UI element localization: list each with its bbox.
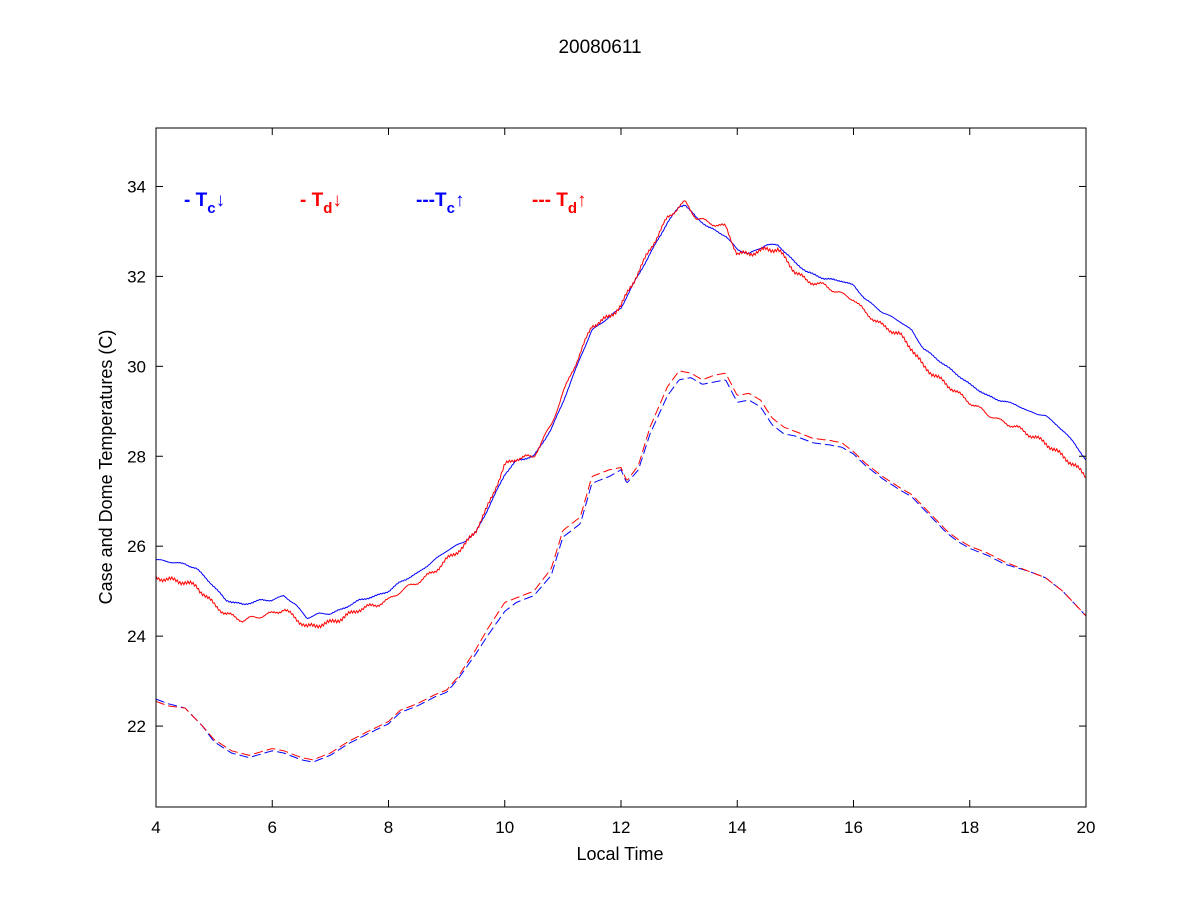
y-tick-label: 24 bbox=[127, 627, 146, 646]
plot-lines bbox=[155, 200, 1087, 763]
y-tick-label: 34 bbox=[127, 177, 146, 196]
x-tick-label: 4 bbox=[151, 818, 160, 837]
y-tick-label: 22 bbox=[127, 717, 146, 736]
x-tick-label: 12 bbox=[612, 818, 631, 837]
y-tick-label: 30 bbox=[127, 357, 146, 376]
x-tick-label: 18 bbox=[960, 818, 979, 837]
x-tick-label: 8 bbox=[384, 818, 393, 837]
x-axis-label: Local Time bbox=[576, 844, 663, 864]
axis-ticks: 4 6 8 10 12 14 16 18 20 22 24 26 28 30 32 34 bbox=[127, 128, 1095, 837]
y-axis-label: Case and Dome Temperatures (C) bbox=[96, 330, 116, 605]
x-tick-label: 20 bbox=[1077, 818, 1096, 837]
legend-entry: --- Td↑ bbox=[532, 190, 587, 217]
chart-title: 20080611 bbox=[558, 37, 641, 58]
legend-entry: - Tc↓ bbox=[184, 190, 225, 217]
y-tick-label: 28 bbox=[127, 447, 146, 466]
y-tick-label: 32 bbox=[127, 267, 146, 286]
legend-entry: - Td↓ bbox=[300, 190, 342, 217]
x-tick-label: 10 bbox=[495, 818, 514, 837]
legend: - Tc↓ - Td↓ ---Tc↑ --- Td↑ bbox=[184, 190, 587, 217]
series-line bbox=[155, 370, 1087, 761]
legend-entry: ---Tc↑ bbox=[416, 190, 464, 217]
x-tick-label: 6 bbox=[268, 818, 277, 837]
y-tick-label: 26 bbox=[127, 537, 146, 556]
series-line bbox=[155, 204, 1087, 620]
x-tick-label: 14 bbox=[728, 818, 747, 837]
x-tick-label: 16 bbox=[844, 818, 863, 837]
series-line bbox=[155, 377, 1087, 763]
series-line bbox=[155, 200, 1087, 630]
